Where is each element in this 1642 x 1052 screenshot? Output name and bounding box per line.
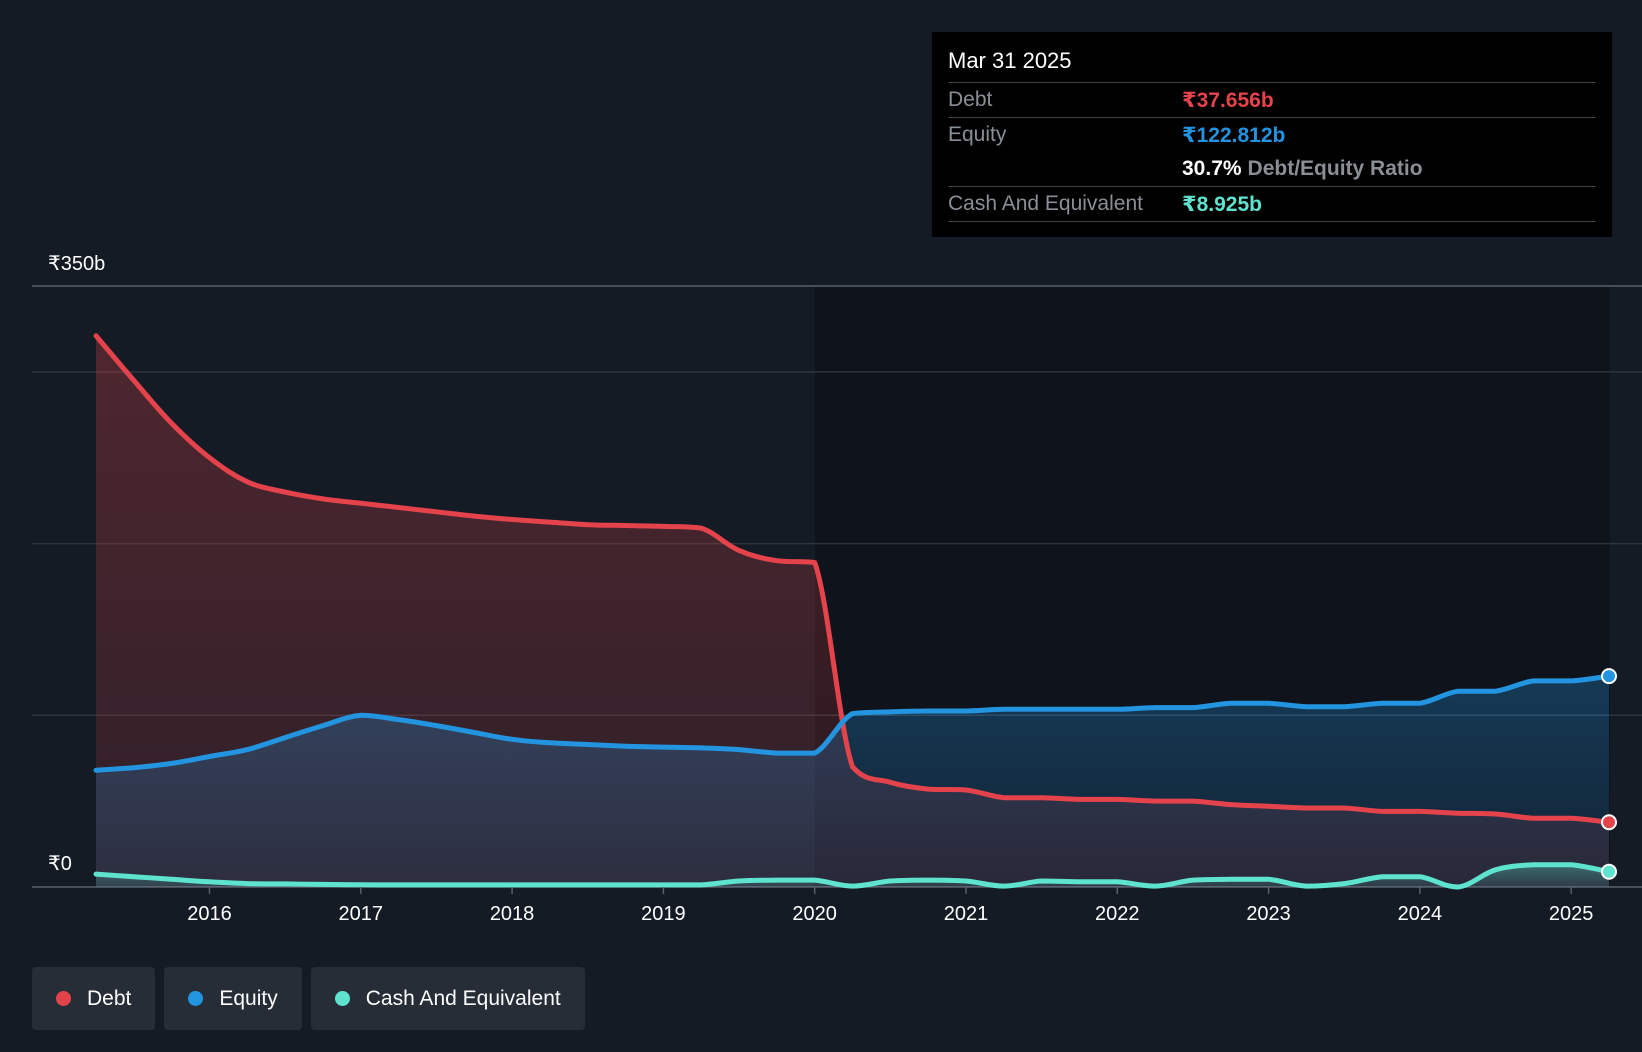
tooltip-ratio-row: 30.7% Debt/Equity Ratio bbox=[948, 152, 1596, 186]
x-tick-label-2022: 2022 bbox=[1095, 903, 1140, 925]
debt-end-marker bbox=[1601, 814, 1617, 831]
x-tick-label-2023: 2023 bbox=[1246, 903, 1291, 925]
cash-and-equivalent-line bbox=[93, 862, 1612, 890]
legend-dot-equity bbox=[188, 991, 204, 1006]
tooltip-equity-row: Equity ₹122.812b bbox=[948, 117, 1596, 152]
tooltip-debt-row: Debt ₹37.656b bbox=[948, 82, 1596, 117]
x-tick-label-2021: 2021 bbox=[944, 903, 989, 925]
y-axis-bottom-label: ₹0 bbox=[48, 853, 72, 875]
equity-end-marker bbox=[1601, 668, 1617, 685]
x-tick-label-2018: 2018 bbox=[490, 903, 535, 925]
tooltip-ratio-label: Debt/Equity Ratio bbox=[1247, 157, 1423, 180]
tooltip-date: Mar 31 2025 bbox=[948, 48, 1072, 73]
x-tick-label-2019: 2019 bbox=[641, 903, 686, 925]
tooltip-equity-label: Equity bbox=[948, 123, 1007, 146]
legend-dot-cash bbox=[334, 991, 350, 1006]
x-tick-label-2025: 2025 bbox=[1549, 903, 1594, 925]
legend-dot-debt bbox=[56, 991, 71, 1006]
legend-label-equity: Equity bbox=[219, 986, 278, 1010]
legend-label-cash: Cash And Equivalent bbox=[365, 986, 561, 1010]
chart-legend: Debt Equity Cash And Equivalent bbox=[32, 967, 585, 1030]
equity-line bbox=[93, 673, 1612, 773]
tooltip-debt-value: ₹37.656b bbox=[1182, 88, 1274, 112]
equity-area bbox=[96, 676, 1609, 887]
tooltip-cash-row: Cash And Equivalent ₹8.925b bbox=[948, 186, 1596, 222]
tooltip-cash-label: Cash And Equivalent bbox=[948, 192, 1143, 215]
x-tick-label-2020: 2020 bbox=[792, 903, 837, 925]
cash-and-equivalent-end-marker bbox=[1601, 863, 1617, 880]
legend-item-equity[interactable]: Equity bbox=[164, 967, 302, 1030]
debt-line bbox=[93, 333, 1612, 825]
x-tick-label-2024: 2024 bbox=[1398, 903, 1443, 925]
legend-label-debt: Debt bbox=[87, 986, 132, 1010]
x-tick-label-2017: 2017 bbox=[339, 903, 384, 925]
tooltip-equity-value: ₹122.812b bbox=[1182, 123, 1286, 147]
x-tick-label-2016: 2016 bbox=[187, 903, 232, 925]
tooltip-cash-value: ₹8.925b bbox=[1182, 192, 1262, 216]
tooltip-panel: Mar 31 2025 Debt ₹37.656b Equity ₹122.81… bbox=[932, 32, 1612, 237]
legend-item-debt[interactable]: Debt bbox=[32, 967, 156, 1030]
tooltip-ratio-value: 30.7% bbox=[1182, 157, 1242, 180]
legend-item-cash[interactable]: Cash And Equivalent bbox=[310, 967, 585, 1030]
tooltip-debt-label: Debt bbox=[948, 88, 993, 111]
y-axis-top-label: ₹350b bbox=[48, 253, 105, 275]
